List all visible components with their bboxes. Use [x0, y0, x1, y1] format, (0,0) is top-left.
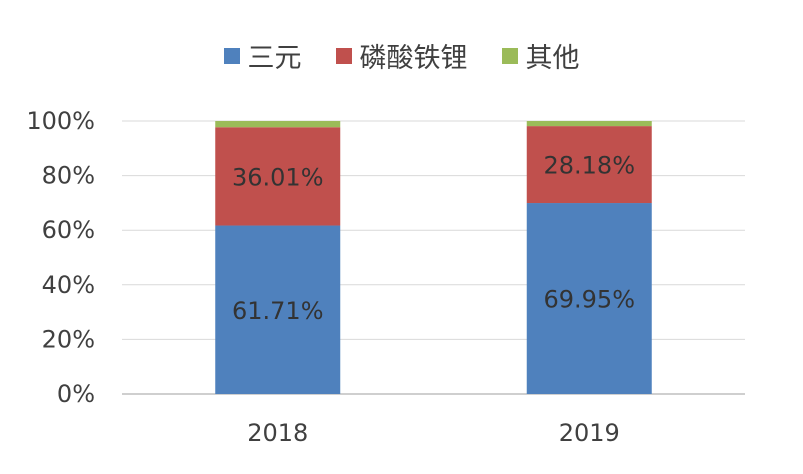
legend-item-ternary: 三元	[223, 36, 302, 75]
bar-segment	[526, 126, 652, 204]
y-tick-label: 80%	[42, 162, 95, 190]
legend-swatch-other	[501, 47, 518, 64]
legend-swatch-lfp	[335, 47, 352, 64]
data-label: 28.18%	[543, 152, 635, 180]
x-tick-label: 2019	[559, 419, 620, 447]
bar-segment	[526, 203, 652, 394]
data-label: 69.95%	[543, 286, 635, 314]
data-label: 36.01%	[232, 163, 324, 191]
legend-swatch-ternary	[223, 47, 240, 64]
bar-segment	[215, 225, 341, 394]
x-tick-label: 2018	[247, 419, 308, 447]
y-tick-label: 40%	[42, 271, 95, 299]
bar-segment	[526, 121, 652, 127]
bar-segment	[215, 121, 341, 128]
y-tick-label: 0%	[57, 380, 95, 408]
legend-label-other: 其他	[525, 43, 580, 74]
y-tick-label: 60%	[42, 216, 95, 244]
y-axis-ticks: 0% 20% 40% 60% 80% 100%	[26, 107, 95, 408]
y-tick-label: 100%	[26, 107, 95, 135]
bars: 61.71% 36.01% 69.95% 28.18%	[215, 121, 652, 394]
x-axis-ticks: 2018 2019	[247, 419, 620, 447]
chart-legend: 三元 磷酸铁锂 其他	[0, 36, 803, 75]
y-tick-label: 20%	[42, 325, 95, 353]
bar-segment	[215, 127, 341, 226]
data-label: 61.71%	[232, 297, 324, 325]
legend-item-other: 其他	[501, 36, 580, 75]
legend-label-lfp: 磷酸铁锂	[359, 43, 468, 74]
legend-item-lfp: 磷酸铁锂	[335, 36, 468, 75]
legend-label-ternary: 三元	[247, 43, 302, 74]
